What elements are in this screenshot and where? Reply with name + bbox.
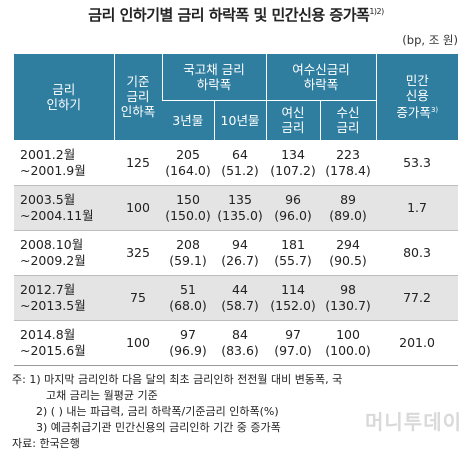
header-deposit-rate: 수신 금리 (319, 100, 377, 141)
header-loan-rate: 여신 금리 (265, 100, 321, 141)
cell-loan: 181 (55.7) (266, 230, 321, 276)
header-period: 금리 인하기 (14, 54, 114, 141)
cell-loan: 96 (96.0) (266, 185, 321, 231)
cell-loan: 134 (107.2) (266, 140, 321, 186)
table-row: 2012.7월 ~2013.5월 75 51 (68.0) 44 (58.7) … (14, 275, 459, 321)
cell-deposit: 89 (89.0) (320, 185, 377, 231)
cell-gov-3y: 208 (59.1) (162, 230, 214, 276)
cell-credit: 1.7 (376, 185, 459, 231)
cell-deposit: 294 (90.5) (320, 230, 377, 276)
note-1-cont: 고채 금리는 월평균 기준 (46, 389, 158, 402)
cell-gov-10y: 135 (135.0) (214, 185, 267, 231)
cell-loan: 97 (97.0) (266, 320, 321, 366)
table-row: 2003.5월 ~2004.11월 100 150 (150.0) 135 (1… (14, 185, 459, 231)
cell-period: 2008.10월 ~2009.2월 (14, 230, 114, 276)
header-gov-bond: 국고채 금리 하락폭 (161, 54, 267, 101)
note-3: 3) 예금취급기관 민간신용의 금리인하 기간 중 증가폭 (36, 421, 281, 434)
cell-base: 100 (114, 320, 162, 366)
cell-gov-10y: 94 (26.7) (214, 230, 267, 276)
data-table: 금리 인하기 기준 금리 인하폭 국고채 금리 하락폭 여수신금리 하락폭 민간… (14, 54, 459, 366)
cell-gov-10y: 84 (83.6) (214, 320, 267, 366)
title-text: 금리 인하기별 금리 하락폭 및 민간신용 증가폭 (88, 6, 370, 24)
watermark: 머니투데이 (365, 410, 462, 434)
cell-gov-3y: 97 (96.9) (162, 320, 214, 366)
header-deposit-group: 여수신금리 하락폭 (265, 54, 377, 101)
header-base-cut: 기준 금리 인하폭 (113, 54, 162, 141)
cell-period: 2012.7월 ~2013.5월 (14, 275, 114, 321)
footnotes: 주: 1) 마지막 금리인하 다음 달의 최초 금리인하 전전월 대비 변동폭,… (12, 372, 464, 452)
cell-gov-3y: 150 (150.0) (162, 185, 214, 231)
cell-credit: 77.2 (376, 275, 459, 321)
cell-deposit: 223 (178.4) (320, 140, 377, 186)
cell-base: 100 (114, 185, 162, 231)
cell-gov-3y: 51 (68.0) (162, 275, 214, 321)
cell-base: 325 (114, 230, 162, 276)
header-gov-3y: 3년물 (162, 100, 214, 141)
cell-period: 2003.5월 ~2004.11월 (14, 185, 114, 231)
cell-deposit: 98 (130.7) (320, 275, 377, 321)
header-credit: 민간 신용 증가폭3) (375, 54, 459, 141)
cell-gov-3y: 205 (164.0) (162, 140, 214, 186)
table-row: 2008.10월 ~2009.2월 325 208 (59.1) 94 (26.… (14, 230, 459, 276)
cell-period: 2001.2월 ~2001.9월 (14, 140, 114, 186)
unit-label: (bp, 조 원) (402, 33, 458, 47)
header-gov-10y: 10년물 (213, 100, 267, 141)
note-2: 2) ( ) 내는 파급력, 금리 하락폭/기준금리 인하폭(%) (36, 405, 279, 418)
page-title: 금리 인하기별 금리 하락폭 및 민간신용 증가폭1)2) (0, 4, 472, 25)
notes-divider (14, 365, 458, 366)
cell-gov-10y: 64 (51.2) (214, 140, 267, 186)
table-row: 2001.2월 ~2001.9월 125 205 (164.0) 64 (51.… (14, 140, 459, 186)
cell-credit: 80.3 (376, 230, 459, 276)
title-footnote-mark: 1)2) (369, 7, 384, 16)
note-1: 주: 1) 마지막 금리인하 다음 달의 최초 금리인하 전전월 대비 변동폭,… (12, 373, 343, 386)
cell-base: 75 (114, 275, 162, 321)
cell-gov-10y: 44 (58.7) (214, 275, 267, 321)
cell-loan: 114 (152.0) (266, 275, 321, 321)
cell-credit: 201.0 (376, 320, 459, 366)
table-row: 2014.8월 ~2015.6월 100 97 (96.9) 84 (83.6)… (14, 320, 459, 366)
cell-period: 2014.8월 ~2015.6월 (14, 320, 114, 366)
cell-credit: 53.3 (376, 140, 459, 186)
cell-base: 125 (114, 140, 162, 186)
source-note: 자료: 한국은행 (12, 437, 80, 450)
cell-deposit: 100 (100.0) (320, 320, 377, 366)
